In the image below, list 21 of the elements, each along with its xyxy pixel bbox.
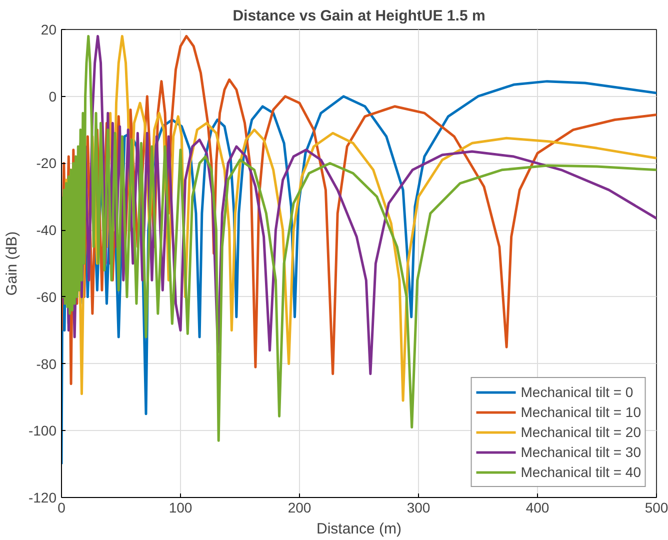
y-tick-label: -60: [36, 288, 57, 305]
x-tick-label: 300: [406, 500, 430, 516]
y-axis-title: Gain (dB): [3, 231, 20, 296]
legend-label: Mechanical tilt = 40: [520, 464, 641, 480]
legend-label: Mechanical tilt = 30: [520, 444, 641, 460]
y-tick-label: 0: [48, 88, 57, 104]
x-tick-label: 500: [644, 500, 668, 516]
y-tick-label: -20: [36, 155, 57, 172]
y-tick-label: -100: [28, 422, 57, 439]
x-tick-label: 100: [168, 500, 192, 516]
chart-title: Distance vs Gain at HeightUE 1.5 m: [232, 8, 486, 24]
y-tick-label: -120: [28, 490, 57, 506]
y-tick-label: -40: [36, 222, 57, 238]
legend-label: Mechanical tilt = 20: [520, 424, 641, 440]
legend-label: Mechanical tilt = 0: [520, 384, 634, 400]
y-tick-label: -80: [36, 356, 57, 372]
legend-label: Mechanical tilt = 10: [520, 404, 641, 420]
x-tick-label: 200: [288, 500, 312, 516]
x-tick-label: 400: [526, 500, 550, 516]
x-axis-title: Distance (m): [316, 520, 402, 538]
y-tick-label: 20: [40, 22, 57, 38]
